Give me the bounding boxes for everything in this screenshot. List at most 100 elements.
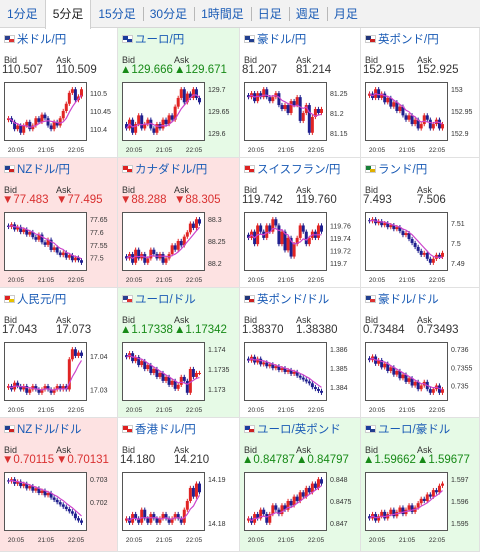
x-tick-label: 22:05: [429, 407, 446, 414]
candle-body: [283, 105, 287, 110]
bid-label: Bid: [244, 315, 258, 325]
pair-title-link[interactable]: ユーロ/円: [122, 31, 184, 47]
candle-body: [67, 509, 71, 512]
ask-value: ▼88.305: [174, 194, 221, 206]
pair-title-link[interactable]: 豪ドル/円: [244, 31, 306, 47]
candle-body: [146, 258, 150, 263]
candle-body: [146, 119, 150, 125]
mini-chart[interactable]: 110.5 110.45 110.4 20:05 21:05 22:05: [4, 82, 117, 154]
tab-2[interactable]: 5分足: [44, 0, 92, 29]
candle-body: [64, 506, 68, 510]
mini-chart[interactable]: 17.04 17.03 20:05 21:05 22:05: [4, 342, 117, 414]
tab-5[interactable]: 1時間足: [194, 0, 251, 28]
pair-title-link[interactable]: 香港ドル/円: [122, 421, 196, 437]
candle-body: [256, 93, 260, 102]
pair-name: 香港ドル/円: [135, 424, 196, 436]
candle-body: [182, 89, 186, 103]
candle-body: [158, 372, 162, 377]
moving-average-line: [8, 360, 83, 391]
candle-body: [392, 509, 396, 517]
mini-chart[interactable]: 14.19 14.18 20:05 21:05 22:05: [122, 472, 236, 544]
candle-body: [380, 511, 384, 517]
candle-body: [70, 511, 74, 514]
tab-7[interactable]: 週足: [288, 0, 327, 28]
candle-body: [79, 260, 83, 263]
candle-body: [259, 509, 263, 519]
x-tick-label: 22:05: [429, 147, 446, 154]
pair-title-link[interactable]: 米ドル/円: [4, 31, 66, 47]
candle-body: [158, 518, 162, 523]
candle-body: [22, 386, 26, 390]
candle-body: [188, 223, 192, 233]
pair-title-link[interactable]: カナダドル/円: [122, 161, 207, 177]
rate-panel: ユーロ/英ポンド Bid Ask ▲0.84787 ▲0.84797 0.848 0.847…: [240, 418, 361, 552]
tab-4[interactable]: 30分足: [142, 0, 194, 28]
candle-body: [283, 505, 287, 510]
pair-title-link[interactable]: 豪ドル/ドル: [365, 291, 439, 307]
mini-chart[interactable]: 119.76 119.74 119.72 119.7 20:05 21:05 22:05: [244, 212, 358, 284]
candle-body: [425, 115, 429, 120]
candle-body: [125, 256, 129, 259]
ask-label: Ask: [174, 315, 190, 325]
rate-panel: 人民元/円 Bid Ask 17.043 17.073 17.04 17.03 20:05 21…: [0, 288, 118, 418]
mini-chart[interactable]: 1.174 1.1735 1.173 20:05 21:05 22:05: [122, 342, 236, 414]
pair-title-link[interactable]: NZドル/円: [4, 161, 70, 177]
moving-average-line: [369, 92, 443, 125]
pair-name: ランド/円: [378, 164, 428, 176]
candle-body: [61, 386, 65, 390]
candle-body: [298, 492, 302, 501]
candle-body: [419, 498, 423, 504]
pair-title-link[interactable]: 英ポンド/ドル: [244, 291, 329, 307]
candle-body: [170, 245, 174, 255]
mini-chart[interactable]: 77.65 77.6 77.55 77.5 20:05 21:05 22:05: [4, 212, 117, 284]
candle-body: [413, 119, 417, 125]
ask-label: Ask: [174, 445, 190, 455]
pair-title-link[interactable]: 人民元/円: [4, 291, 66, 307]
ask-label: Ask: [174, 55, 190, 65]
ask-label: Ask: [56, 315, 72, 325]
mini-chart[interactable]: 81.25 81.2 81.15 20:05 21:05 22:05: [244, 82, 358, 154]
mini-chart[interactable]: 0.736 0.7355 0.735 20:05 21:05 22:05: [365, 342, 479, 414]
tab-1[interactable]: 1分足: [7, 7, 38, 21]
bid-label: Bid: [244, 55, 258, 65]
candle-body: [76, 257, 80, 261]
x-tick-label: 21:05: [399, 407, 416, 414]
tab-3[interactable]: 15分足: [98, 7, 136, 21]
tab-8[interactable]: 月足: [326, 0, 365, 28]
pair-title-link[interactable]: ユーロ/豪ドル: [365, 421, 450, 437]
mini-chart[interactable]: 153 152.95 152.9 20:05 21:05 22:05: [365, 82, 479, 154]
candle-body: [19, 481, 23, 487]
mini-chart[interactable]: 88.3 88.25 88.2 20:05 21:05 22:05: [122, 212, 236, 284]
ask-value: 0.73493: [417, 324, 459, 336]
mini-chart[interactable]: 1.386 1.385 1.384 20:05 21:05 22:05: [244, 342, 358, 414]
ask-value: ▼0.70131: [56, 454, 109, 466]
mini-chart-svg: 129.7 129.65 129.6 20:05 21:05 22:05: [122, 82, 230, 154]
y-tick-label: 110.45: [90, 109, 111, 116]
pair-title-link[interactable]: ユーロ/ドル: [122, 291, 196, 307]
candle-body: [271, 219, 275, 232]
ask-value: 7.506: [417, 194, 446, 206]
mini-chart[interactable]: 0.703 0.702 20:05 21:05 22:05: [4, 472, 117, 544]
candle-body: [170, 518, 174, 523]
candle-body: [380, 93, 384, 98]
mini-chart[interactable]: 129.7 129.65 129.6 20:05 21:05 22:05: [122, 82, 236, 154]
candle-body: [286, 370, 290, 372]
mini-chart[interactable]: 1.597 1.596 1.595 20:05 21:05 22:05: [365, 472, 479, 544]
pair-title-link[interactable]: ユーロ/英ポンド: [244, 421, 341, 437]
pair-title-link[interactable]: NZドル/ドル: [4, 421, 82, 437]
candle-body: [271, 364, 275, 369]
ask-value: 1.38380: [296, 324, 338, 336]
tab-6[interactable]: 日足: [250, 0, 289, 28]
candle-body: [52, 497, 56, 500]
y-tick-label: 0.735: [451, 384, 469, 391]
pair-title-link[interactable]: ランド/円: [365, 161, 427, 177]
pair-title-link[interactable]: 英ポンド/円: [365, 31, 439, 47]
mini-chart[interactable]: 7.51 7.5 7.49 20:05 21:05 22:05: [365, 212, 479, 284]
pair-title-link[interactable]: スイスフラン/円: [244, 161, 340, 177]
candle-body: [161, 514, 165, 519]
moving-average-line: [8, 479, 82, 517]
candle-body: [289, 237, 293, 257]
mini-chart[interactable]: 0.848 0.8475 0.847 20:05 21:05 22:05: [244, 472, 358, 544]
moving-average-line: [369, 219, 443, 259]
x-tick-label: 20:05: [8, 147, 25, 154]
